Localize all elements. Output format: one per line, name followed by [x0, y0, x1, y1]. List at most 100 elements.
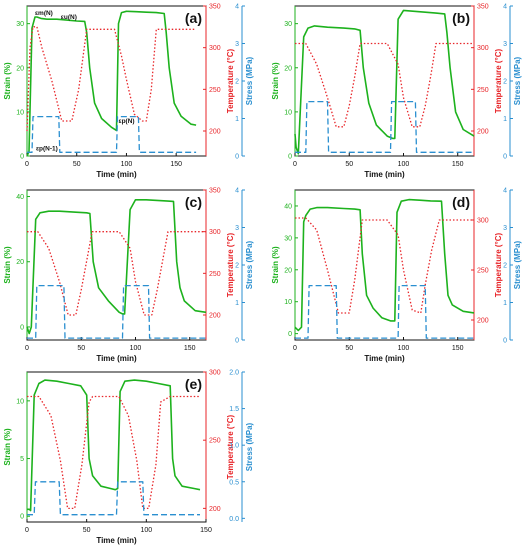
- stress-tick-label: 0.0: [229, 516, 239, 523]
- temperature-series-line: [295, 217, 474, 314]
- temperature-axis-label: Temperature (°C): [226, 232, 235, 297]
- x-tick-label: 150: [200, 527, 212, 534]
- temperature-series-line: [26, 26, 197, 132]
- panel-label: (e): [185, 376, 202, 392]
- strain-tick-label: 10: [16, 109, 24, 116]
- stress-tick-label: 1: [503, 116, 507, 123]
- stress-tick-label: 2: [503, 263, 507, 270]
- annotation-label: εp(N): [118, 118, 134, 125]
- stress-tick-label: 0: [235, 338, 239, 345]
- strain-tick-label: 0: [20, 154, 24, 161]
- stress-tick-label: 4: [503, 188, 507, 195]
- stress-tick-label: 2: [235, 263, 239, 270]
- x-axis-label: Time (min): [364, 354, 405, 363]
- strain-axis-label: Strain (%): [3, 428, 12, 466]
- annotation-label: εm(N): [35, 10, 53, 17]
- strain-tick-label: 10: [284, 109, 292, 116]
- temperature-tick-label: 350: [209, 4, 221, 11]
- temperature-tick-label: 200: [209, 129, 221, 136]
- temperature-axis-label: Temperature (°C): [226, 414, 235, 479]
- temperature-tick-label: 300: [209, 229, 221, 236]
- plot-frame: [26, 371, 207, 523]
- temperature-tick-label: 350: [477, 4, 489, 11]
- temperature-series-line: [27, 395, 200, 510]
- x-axis-label: Time (min): [364, 170, 405, 179]
- temperature-axis-label: Temperature (°C): [494, 232, 503, 297]
- strain-tick-label: 0: [288, 331, 292, 338]
- x-tick-label: 0: [293, 161, 297, 168]
- stress-axis-label: Stress (MPa): [513, 240, 522, 289]
- stress-tick-label: 2: [235, 79, 239, 86]
- strain-tick-label: 30: [16, 21, 24, 28]
- stress-axis-label: Stress (MPa): [513, 56, 522, 105]
- panel-label: (c): [185, 194, 202, 210]
- x-tick-label: 0: [25, 161, 29, 168]
- x-tick-label: 50: [345, 161, 353, 168]
- strain-series-line: [294, 9, 475, 155]
- plot-frame: [294, 189, 475, 341]
- x-tick-label: 50: [83, 527, 91, 534]
- x-tick-label: 150: [170, 161, 182, 168]
- temperature-tick-label: 300: [477, 45, 489, 52]
- stress-series-line: [295, 284, 474, 339]
- stress-axis-label: Stress (MPa): [245, 240, 254, 289]
- strain-tick-label: 20: [284, 65, 292, 72]
- strain-series-line: [294, 198, 475, 332]
- temperature-tick-label: 250: [209, 271, 221, 278]
- strain-tick-label: 20: [16, 65, 24, 72]
- stress-tick-label: 3: [503, 225, 507, 232]
- x-tick-label: 100: [121, 161, 133, 168]
- temperature-tick-label: 250: [477, 87, 489, 94]
- strain-tick-label: 40: [16, 194, 24, 201]
- stress-series-line: [295, 100, 474, 153]
- stress-axis-label: Stress (MPa): [245, 422, 254, 471]
- stress-tick-label: 3: [235, 225, 239, 232]
- strain-axis-label: Strain (%): [271, 246, 280, 284]
- temperature-tick-label: 300: [209, 45, 221, 52]
- strain-tick-label: 40: [284, 203, 292, 210]
- strain-tick-label: 0: [288, 154, 292, 161]
- stress-tick-label: 2.0: [229, 370, 239, 377]
- stress-tick-label: 1.5: [229, 406, 239, 413]
- x-tick-label: 0: [25, 527, 29, 534]
- stress-tick-label: 1: [235, 116, 239, 123]
- stress-tick-label: 4: [235, 188, 239, 195]
- plot-frame: [26, 189, 207, 341]
- temperature-axis-label: Temperature (°C): [494, 48, 503, 113]
- strain-axis-label: Strain (%): [3, 62, 12, 100]
- plot-frame: [26, 5, 207, 157]
- annotation-label: εp(N-1): [36, 145, 58, 152]
- stress-tick-label: 0: [235, 154, 239, 161]
- strain-tick-label: 20: [284, 267, 292, 274]
- strain-tick-label: 30: [284, 235, 292, 242]
- stress-tick-label: 0: [503, 338, 507, 345]
- strain-tick-label: 20: [16, 259, 24, 266]
- x-tick-label: 0: [25, 345, 29, 352]
- x-axis-label: Time (min): [96, 354, 137, 363]
- stress-tick-label: 0.5: [229, 479, 239, 486]
- stress-series-line: [27, 284, 206, 339]
- strain-tick-label: 10: [16, 398, 24, 405]
- temperature-tick-label: 200: [477, 318, 489, 325]
- x-tick-label: 150: [452, 345, 464, 352]
- stress-series-line: [27, 115, 197, 153]
- x-tick-label: 100: [398, 161, 410, 168]
- stress-tick-label: 0: [503, 154, 507, 161]
- temperature-tick-label: 300: [209, 370, 221, 377]
- panel-label: (b): [452, 10, 470, 26]
- stress-tick-label: 3: [503, 41, 507, 48]
- temperature-tick-label: 300: [477, 218, 489, 225]
- x-tick-label: 50: [73, 161, 81, 168]
- stress-tick-label: 4: [503, 4, 507, 11]
- x-tick-label: 150: [452, 161, 464, 168]
- annotation-label: εu(N): [61, 14, 77, 21]
- stress-axis-label: Stress (MPa): [245, 56, 254, 105]
- temperature-tick-label: 250: [477, 268, 489, 275]
- x-tick-label: 0: [293, 345, 297, 352]
- panel-label: (a): [185, 10, 202, 26]
